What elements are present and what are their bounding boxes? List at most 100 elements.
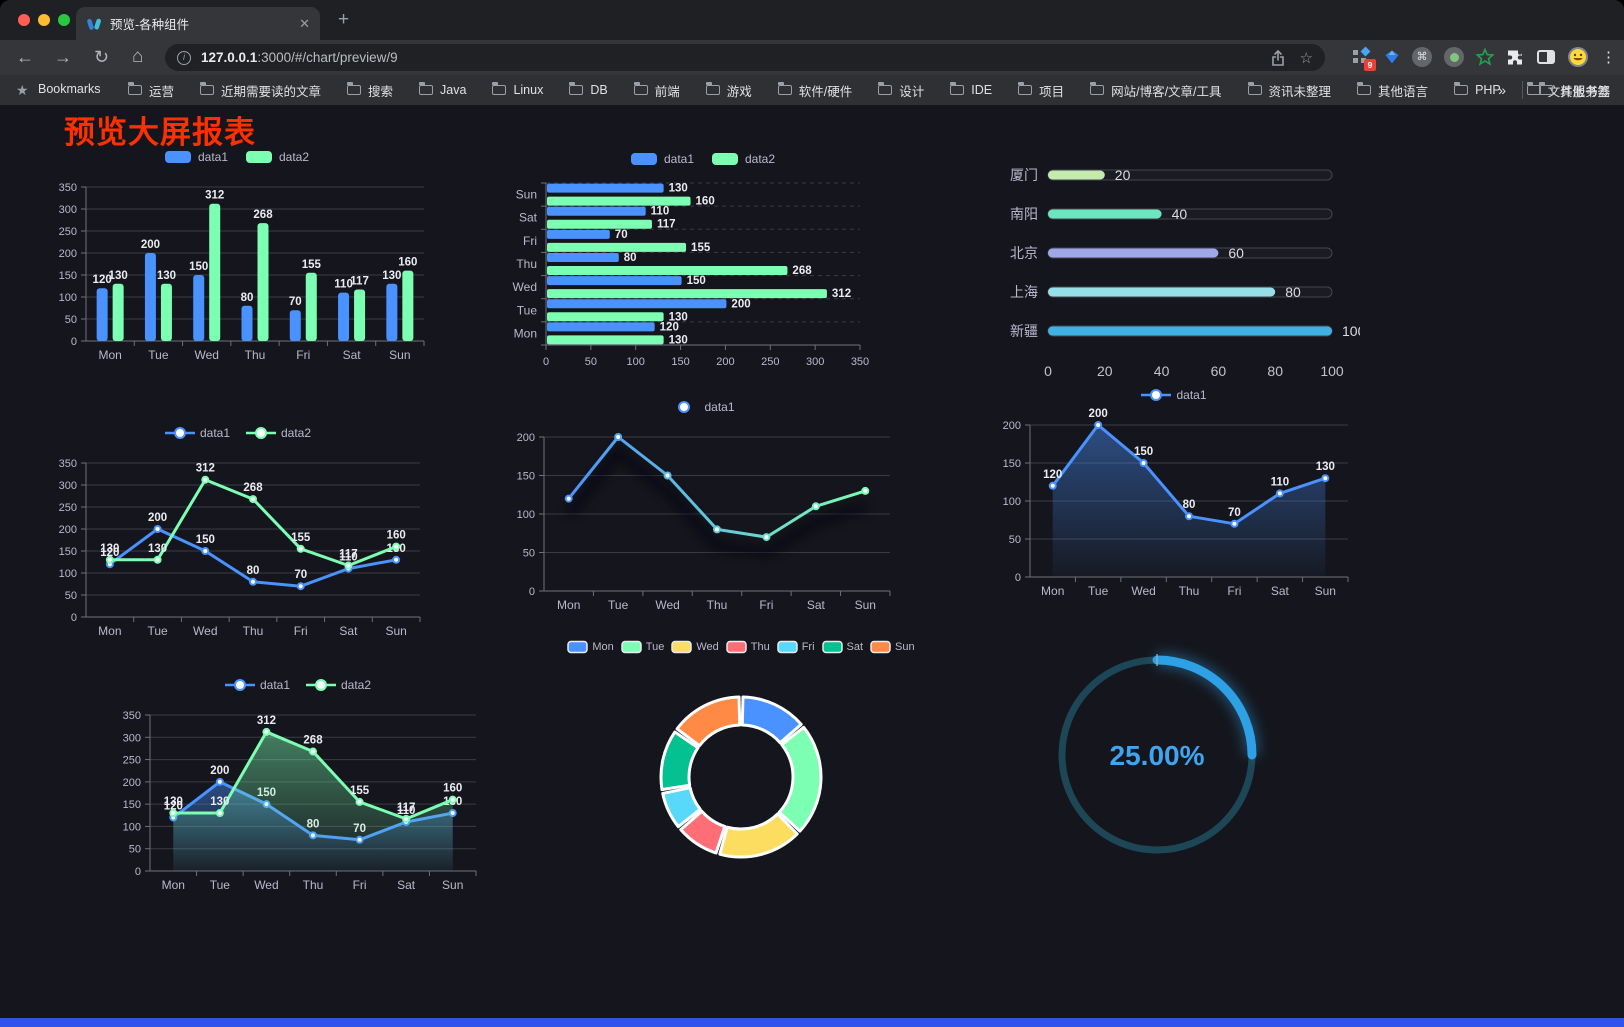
svg-text:100: 100 [1342,323,1360,339]
bookmark-item[interactable]: 其他语言 [1357,81,1428,100]
legend-item[interactable]: data1 [629,152,694,166]
minimize-window-button[interactable] [38,14,50,26]
legend-item[interactable]: Wed [671,640,719,654]
svg-text:0: 0 [529,586,535,598]
address-bar[interactable]: i 127.0.0.1 :3000/#/chart/preview/9 ☆ [165,44,1325,71]
new-tab-button[interactable]: + [338,9,350,30]
chart-canvas: 0 50 100 150 200 Mon Tue Wed Thu Fri Sat Sun 120 200 1… [1003,408,1349,598]
home-icon[interactable]: ⌂ [132,46,144,67]
close-window-button[interactable] [18,14,30,26]
page-content: 预览大屏报表 data1 data2 0 50 100 150 200 250 300 350 Mo… [0,105,1624,1027]
extensions-puzzle-icon[interactable] [1506,48,1525,67]
legend-item[interactable]: data1 [164,426,230,440]
svg-text:20: 20 [1115,167,1131,183]
reload-icon[interactable]: ↻ [94,47,110,67]
bookmark-item[interactable]: 网站/博客/文章/工具 [1090,81,1222,100]
legend-item[interactable]: Fri [776,640,815,654]
bookmark-item[interactable]: PHP [1454,82,1501,97]
bookmark-item[interactable]: 前端 [633,81,680,100]
command-extension-icon[interactable]: ⌘ [1412,47,1432,67]
browser-tab[interactable]: 预览-各种组件 ✕ [76,7,320,40]
legend-item[interactable]: Sat [821,640,863,654]
svg-text:Thu: Thu [516,257,537,271]
svg-text:Thu: Thu [303,878,324,892]
tab-title: 预览-各种组件 [110,18,190,32]
bookmarks-items: 运营 近期需要读的文章 搜索 Java Linux DB 前端 游戏 软件/硬件 设计 IDE 项目 网… [128,75,1610,105]
bookmark-item[interactable]: 资讯未整理 [1247,81,1331,100]
folder-icon [633,82,648,95]
bookmark-item[interactable]: Linux [492,82,543,97]
legend-item[interactable]: Sun [870,640,915,654]
tab-close-icon[interactable]: ✕ [299,15,310,31]
legend-item[interactable]: data1 [163,150,228,164]
legend-item[interactable]: Thu [725,640,770,654]
bookmark-item[interactable]: 设计 [878,81,924,100]
share-icon[interactable] [1270,49,1286,67]
legend-item[interactable]: Tue [621,640,664,654]
svg-text:268: 268 [253,209,273,221]
bookmark-item[interactable]: 近期需要读的文章 [200,81,321,100]
legend-item[interactable]: data2 [710,152,775,166]
svg-text:130: 130 [669,311,688,323]
svg-text:Wed: Wed [193,624,217,638]
bookmarks-label[interactable]: Bookmarks [38,82,101,96]
svg-text:350: 350 [59,182,77,194]
svg-text:200: 200 [148,512,167,524]
svg-text:250: 250 [59,502,77,514]
svg-text:Sat: Sat [339,624,358,638]
browser-menu-icon[interactable]: ⋮ [1601,49,1616,66]
legend-item[interactable]: data2 [244,150,309,164]
folder-icon [347,82,362,95]
svg-text:Tue: Tue [148,348,169,362]
forward-icon[interactable]: → [54,47,72,67]
folder-icon [492,82,507,95]
other-bookmarks-folder[interactable]: 其他书签 [1538,81,1610,100]
legend-item[interactable]: data2 [306,678,371,692]
maximize-window-button[interactable] [58,14,70,26]
svg-text:Tue: Tue [147,624,168,638]
bookmark-item[interactable]: 项目 [1018,81,1064,100]
svg-text:120: 120 [1043,469,1062,481]
site-info-icon[interactable]: i [177,50,191,65]
bookmark-item[interactable]: DB [569,82,608,97]
svg-text:150: 150 [687,275,706,287]
bookmarks-overflow-icon[interactable]: » [1498,82,1506,98]
svg-text:0: 0 [71,612,77,624]
svg-text:120: 120 [164,801,183,813]
svg-text:130: 130 [669,334,688,346]
legend-item[interactable]: data1 [224,678,290,692]
svg-text:155: 155 [291,532,311,544]
svg-text:Fri: Fri [353,878,367,892]
bookmarks-bar: ★ Bookmarks 运营 近期需要读的文章 搜索 Java Linux DB 前端 游戏 软… [0,75,1624,105]
svg-text:Tue: Tue [517,303,538,317]
extension-grid-icon[interactable]: 9 [1350,46,1376,71]
bookmark-star-icon[interactable]: ☆ [1299,49,1313,67]
recorder-extension-icon[interactable] [1444,47,1464,67]
folder-icon [419,82,434,95]
svg-text:130: 130 [100,543,119,555]
bookmark-item[interactable]: 软件/硬件 [777,81,852,100]
legend-item[interactable]: Mon [567,640,614,654]
svg-text:100: 100 [1320,363,1344,379]
side-panel-icon[interactable] [1537,50,1555,64]
svg-text:Wed: Wed [1131,584,1155,598]
legend-item[interactable]: data2 [246,426,311,440]
bookmark-item[interactable]: 搜索 [347,81,393,100]
profile-avatar[interactable] [1567,46,1589,68]
back-icon[interactable]: ← [16,47,34,67]
svg-text:80: 80 [1285,284,1301,300]
svg-text:160: 160 [696,196,715,208]
svg-text:60: 60 [1211,363,1227,379]
legend-item[interactable]: data1 [669,400,735,414]
legend-item[interactable]: data1 [1141,388,1207,402]
star-extension-icon[interactable] [1476,48,1494,66]
bookmark-item[interactable]: 游戏 [705,81,752,100]
bookmark-item[interactable]: 运营 [128,81,174,100]
svg-text:50: 50 [585,356,597,368]
gem-extension-icon[interactable] [1384,49,1400,65]
bookmark-item[interactable]: Java [419,82,466,97]
svg-text:Sun: Sun [385,624,406,638]
bookmarks-star-icon: ★ [16,82,29,98]
bookmark-item[interactable]: IDE [950,82,992,97]
bookmark-item[interactable]: 文件服务器 [1526,81,1610,100]
